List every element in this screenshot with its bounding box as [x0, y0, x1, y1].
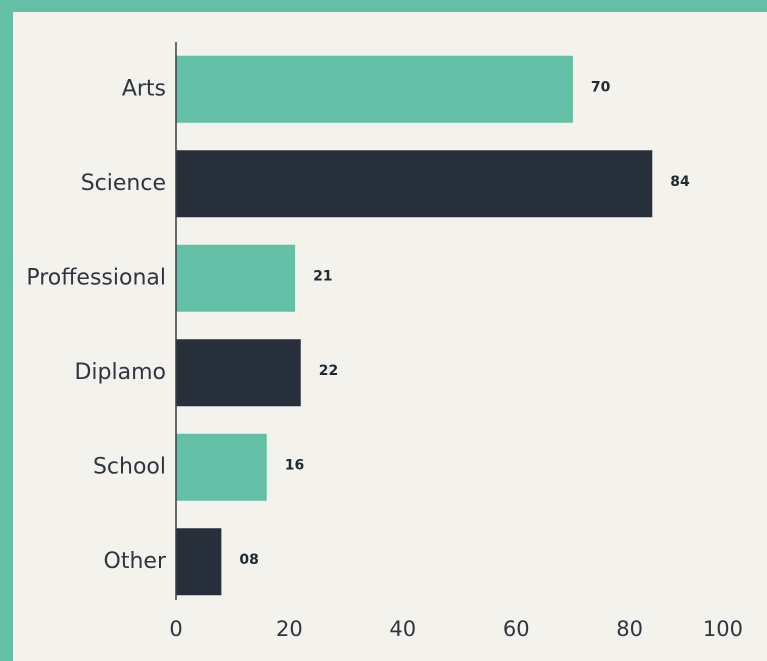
value-label-arts: 70: [591, 79, 611, 95]
value-label-school: 16: [285, 457, 304, 473]
x-tick-label-40: 40: [389, 617, 416, 641]
bar-school: [176, 433, 267, 501]
value-label-diplamo: 22: [319, 363, 338, 379]
bars-group: [176, 55, 653, 596]
x-tick-label-20: 20: [276, 617, 303, 641]
bar-science: [176, 150, 653, 218]
bar-diplamo: [176, 339, 301, 407]
category-label-arts: Arts: [122, 76, 166, 101]
value-label-other: 08: [239, 552, 258, 568]
bar-other: [176, 528, 222, 596]
x-tick-label-0: 0: [169, 617, 182, 641]
category-label-science: Science: [81, 171, 166, 196]
value-label-proffessional: 21: [313, 268, 332, 284]
category-label-proffessional: Proffessional: [26, 265, 166, 290]
bar-proffessional: [176, 244, 296, 312]
x-tick-labels-group: 0 20 40 60 80 100: [169, 617, 743, 641]
bar-arts: [176, 55, 573, 123]
x-tick-label-100: 100: [703, 617, 743, 641]
value-label-science: 84: [670, 174, 690, 190]
x-tick-label-80: 80: [616, 617, 643, 641]
category-label-school: School: [93, 454, 166, 479]
x-tick-label-60: 60: [503, 617, 530, 641]
value-labels-group: 70 84 21 22 16 08: [239, 79, 690, 568]
category-label-other: Other: [104, 549, 167, 574]
category-labels-group: Arts Science Proffessional Diplamo School Oth…: [26, 76, 167, 574]
category-label-diplamo: Diplamo: [74, 360, 166, 385]
